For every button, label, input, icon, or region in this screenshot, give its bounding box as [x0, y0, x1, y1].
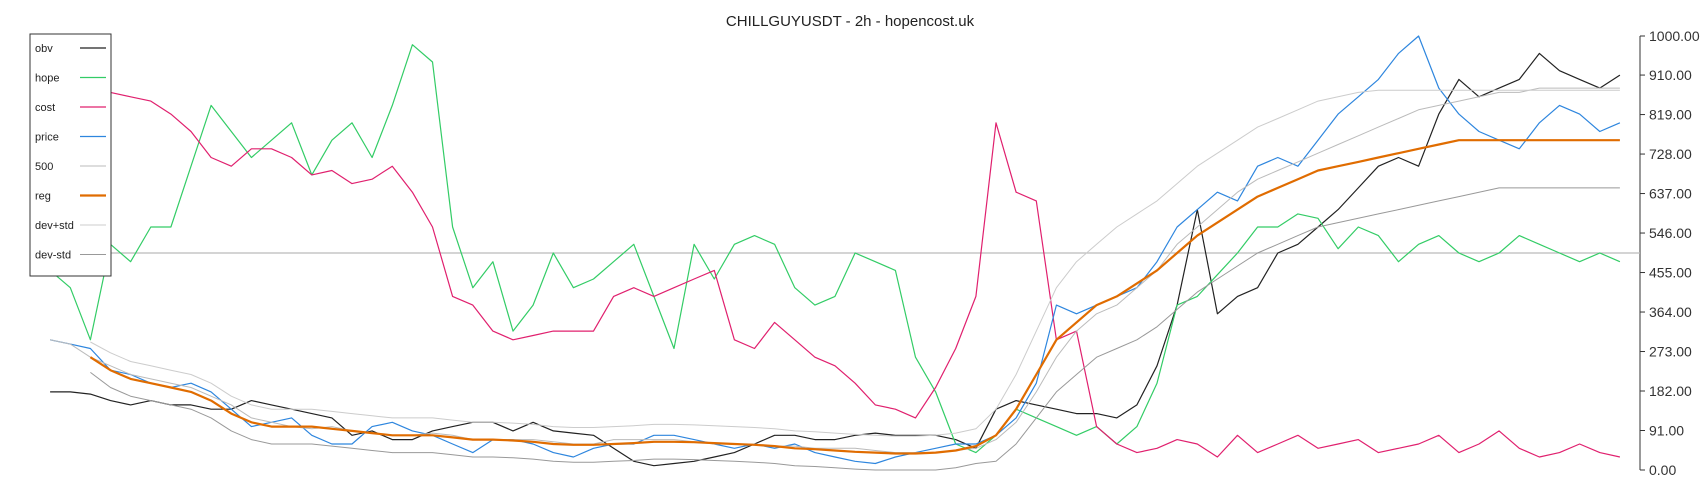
y-tick-label: 637.00: [1649, 186, 1692, 202]
legend-label: hope: [35, 73, 59, 85]
series-line-price: [49, 35, 1621, 465]
legend-label: dev-std: [35, 250, 71, 262]
y-tick-label: 364.00: [1649, 304, 1692, 320]
y-tick-label: 819.00: [1649, 107, 1692, 123]
legend-label: dev+std: [35, 220, 74, 232]
y-tick-label: 910.00: [1649, 67, 1692, 83]
y-tick-label: 91.00: [1649, 423, 1684, 439]
y-axis: 1000.00 910.00 819.00 728.00 637.00 546.00 455…: [1639, 28, 1700, 478]
legend-label: obv: [35, 43, 53, 55]
legend-label: reg: [35, 191, 51, 203]
y-tick-label: 728.00: [1649, 146, 1692, 162]
series-line-reg: [89, 139, 1620, 455]
y-tick-label: 1000.00: [1649, 28, 1700, 44]
series-line-hope: [49, 44, 1621, 454]
chart-title: CHILLGUYUSDT - 2h - hopencost.uk: [726, 13, 975, 30]
y-tick-label: 0.00: [1649, 462, 1676, 478]
legend-label: 500: [35, 161, 53, 173]
series-layer: [49, 35, 1621, 471]
y-tick-label: 455.00: [1649, 265, 1692, 281]
series-line-cost: [49, 91, 1621, 458]
legend-box: [29, 33, 112, 277]
series-line-dev-std: [90, 187, 1620, 471]
legend-label: price: [35, 132, 59, 144]
y-tick-label: 273.00: [1649, 344, 1692, 360]
y-tick-label: 546.00: [1649, 225, 1692, 241]
series-line-dev-std: [90, 89, 1620, 437]
legend: obv hope cost price 500 reg dev+std dev-std: [29, 33, 112, 277]
legend-label: cost: [35, 102, 55, 114]
series-line-500: [49, 87, 1620, 454]
y-tick-label: 182.00: [1649, 383, 1692, 399]
series-line-obv: [50, 52, 1621, 467]
